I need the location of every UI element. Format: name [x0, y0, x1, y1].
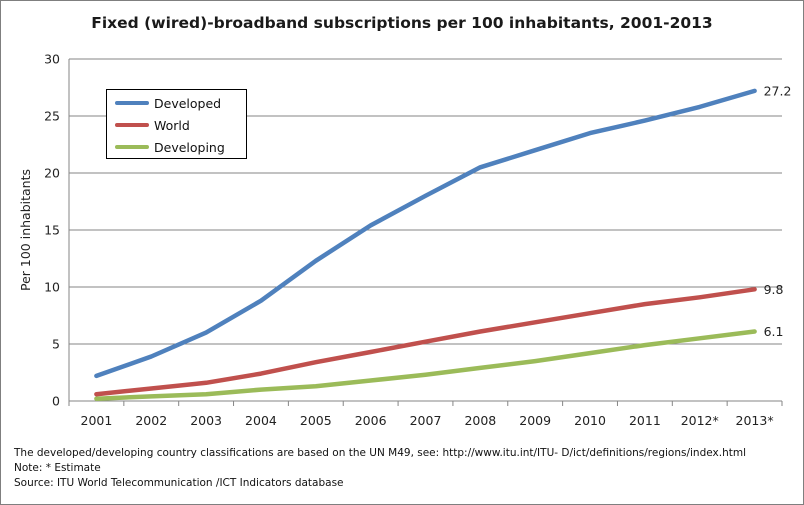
y-tick-label: 20 [44, 166, 60, 181]
footnote-classification: The developed/developing country classif… [14, 447, 746, 459]
y-axis-title: Per 100 inhabitants [18, 169, 33, 291]
x-tick-label: 2001 [81, 413, 113, 428]
y-tick-label: 10 [44, 280, 60, 295]
y-tick-label: 0 [52, 394, 60, 409]
footnotes: The developed/developing country classif… [14, 446, 746, 491]
legend-item-developed: Developed [115, 94, 221, 112]
legend-item-world: World [115, 116, 190, 134]
end-label-world: 9.8 [764, 282, 784, 297]
x-tick-label: 2013* [736, 413, 774, 428]
x-tick-label: 2005 [300, 413, 332, 428]
series-line-developed [94, 88, 757, 379]
x-tick-label: 2010 [574, 413, 606, 428]
y-tick-label: 15 [44, 223, 60, 238]
x-tick-label: 2009 [519, 413, 551, 428]
legend-swatch-developed [115, 101, 149, 105]
x-tick-label: 2007 [410, 413, 442, 428]
legend-label-developed: Developed [154, 95, 222, 111]
legend-swatch-developing [115, 145, 149, 149]
legend: Developed World Developing [106, 89, 247, 159]
x-tick-label: 2008 [464, 413, 496, 428]
x-tick-label: 2002 [135, 413, 167, 428]
x-tick-label: 2011 [629, 413, 661, 428]
legend-label-developing: Developing [154, 139, 225, 155]
chart-title: Fixed (wired)-broadband subscriptions pe… [91, 14, 713, 32]
x-tick-label: 2003 [190, 413, 222, 428]
legend-label-world: World [154, 117, 190, 133]
x-tick-label: 2012* [681, 413, 719, 428]
footnote-estimate: Note: * Estimate [14, 462, 101, 474]
legend-item-developing: Developing [115, 138, 225, 156]
y-tick-label: 30 [44, 52, 60, 67]
series-line-developing [94, 329, 757, 401]
y-tick-label: 25 [44, 109, 60, 124]
x-tick-label: 2004 [245, 413, 277, 428]
end-label-developing: 6.1 [764, 324, 784, 339]
footnote-source: Source: ITU World Telecommunication /ICT… [14, 477, 344, 489]
x-tick-label: 2006 [355, 413, 387, 428]
end-label-developed: 27.2 [764, 83, 792, 98]
series-line-world [94, 287, 757, 397]
legend-swatch-world [115, 123, 149, 127]
y-tick-label: 5 [52, 337, 60, 352]
